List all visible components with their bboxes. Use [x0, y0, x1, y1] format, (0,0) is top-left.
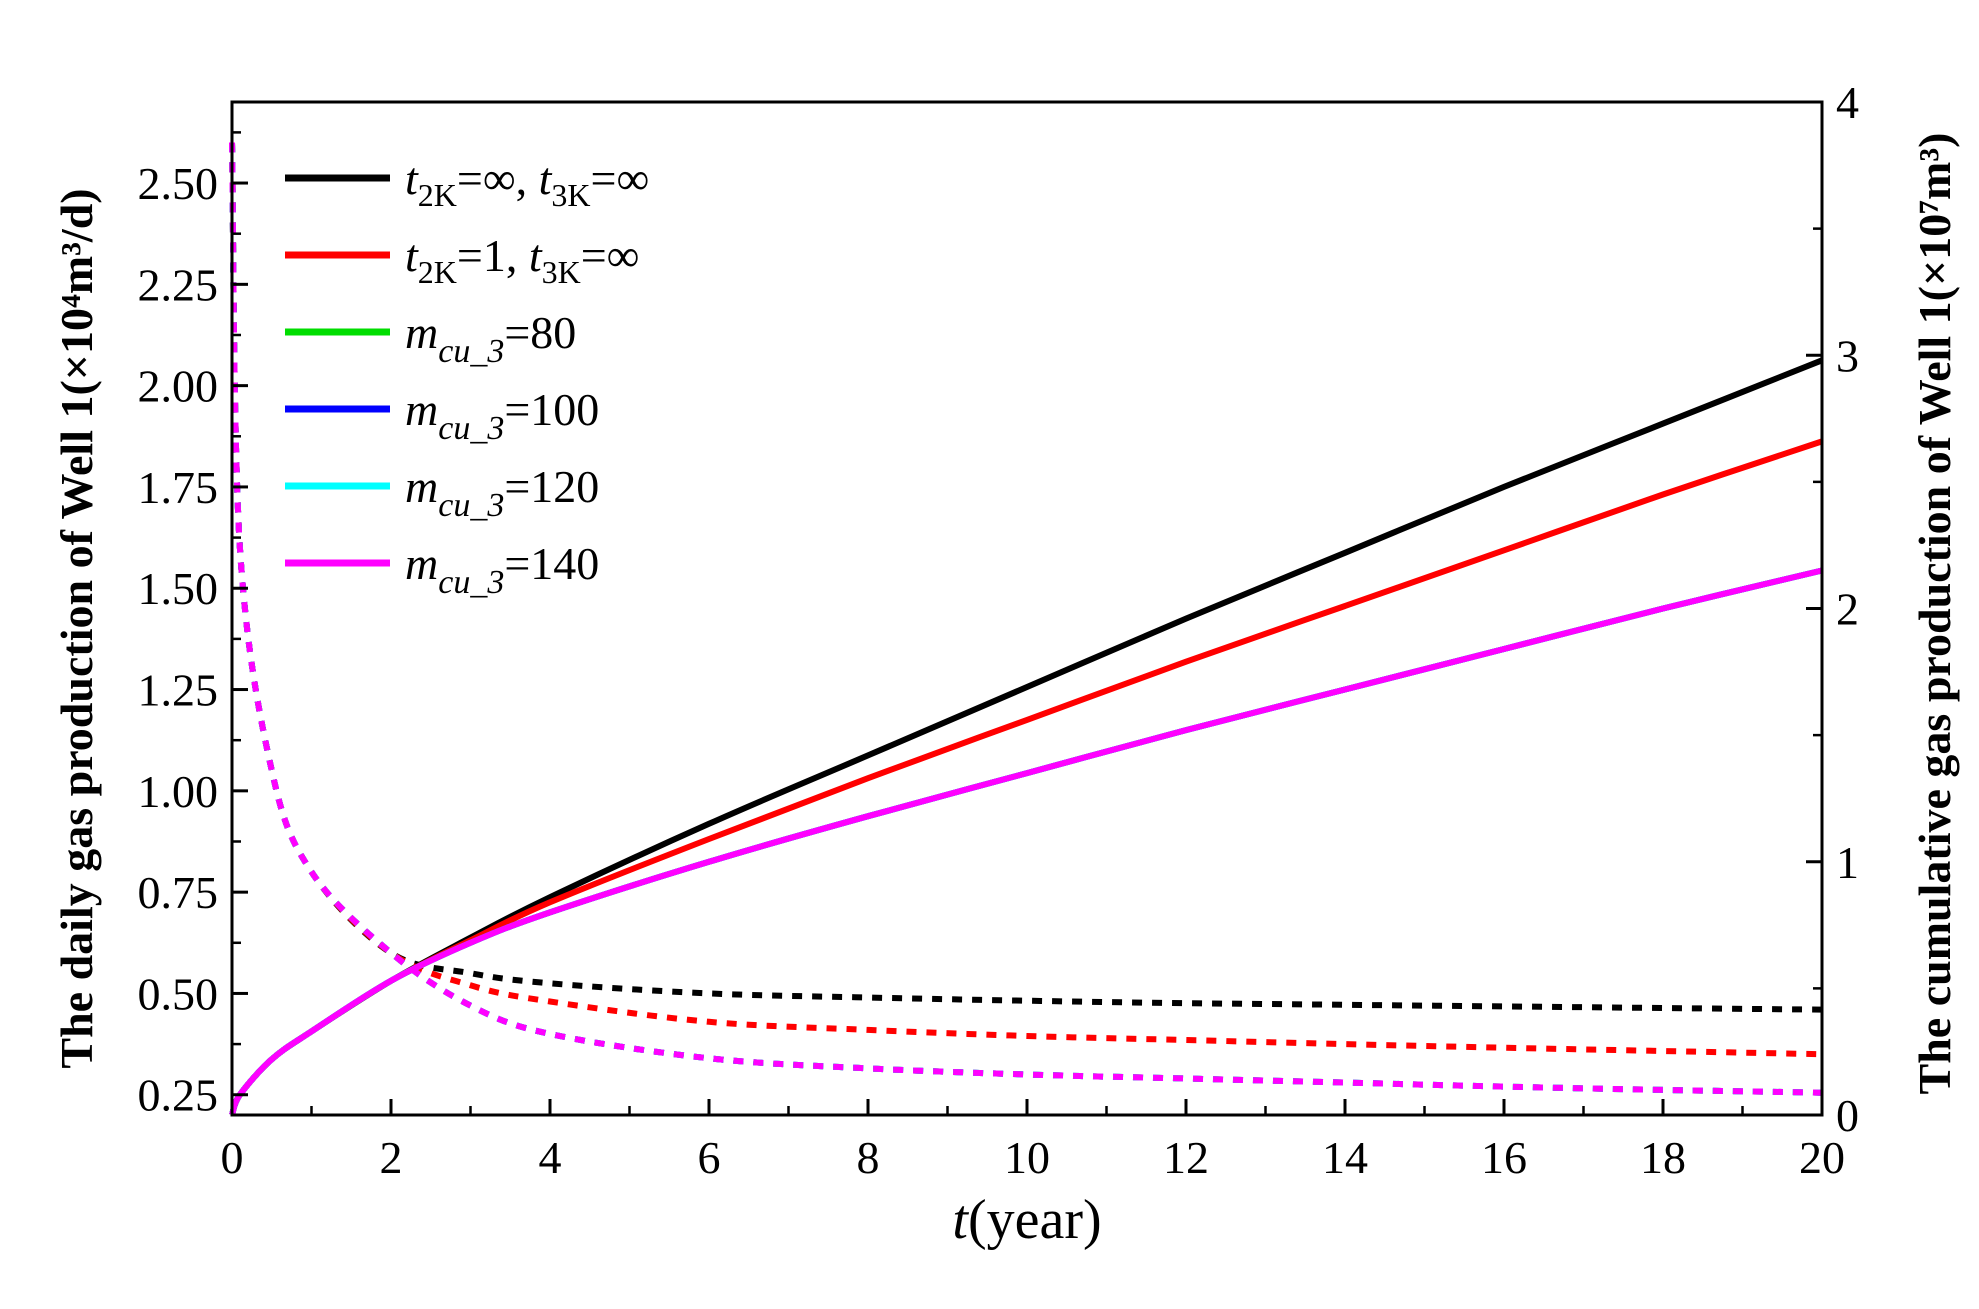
y-right-tick-label: 0: [1836, 1090, 1859, 1141]
x-tick-label: 8: [857, 1132, 880, 1183]
x-tick-label: 20: [1799, 1132, 1845, 1183]
x-tick-label: 0: [221, 1132, 244, 1183]
x-tick-label: 18: [1640, 1132, 1686, 1183]
y-left-tick-label: 1.25: [138, 665, 219, 716]
y-right-axis-title: The cumulative gas production of Well 1(…: [1909, 133, 1960, 1095]
cumulative-series-line: [229, 357, 1824, 1117]
daily-series-line: [229, 142, 1823, 1058]
legend-label: mcu_3=120: [405, 461, 599, 524]
series-lines: [229, 142, 1824, 1117]
x-axis-title-unit: (year): [968, 1189, 1102, 1251]
x-tick-label: 6: [698, 1132, 721, 1183]
x-tick-label: 2: [380, 1132, 403, 1183]
x-tick-label: 14: [1322, 1132, 1368, 1183]
legend-label: mcu_3=100: [405, 384, 599, 447]
daily-series-line: [229, 142, 1823, 1096]
y-left-tick-label: 0.25: [138, 1070, 219, 1121]
daily-series-line: [229, 142, 1823, 1013]
legend-label: t2K=1, t3K=∞: [405, 230, 639, 290]
legend-label: mcu_3=80: [405, 307, 576, 370]
legend-label: t2K=∞, t3K=∞: [405, 153, 649, 213]
y-right-tick-label: 3: [1836, 330, 1859, 381]
y-right-tick-label: 4: [1836, 77, 1859, 128]
axis-ticks: [230, 100, 1824, 1117]
x-axis-title-var: t: [952, 1189, 969, 1251]
y-left-tick-label: 0.75: [138, 867, 219, 918]
x-tick-label: 16: [1481, 1132, 1527, 1183]
x-tick-label: 12: [1163, 1132, 1209, 1183]
legend: t2K=∞, t3K=∞ t2K=1, t3K=∞ mcu_3=80 mcu_3=10…: [285, 153, 649, 601]
y-right-tick-label: 2: [1836, 584, 1859, 635]
x-tick-label: 4: [539, 1132, 562, 1183]
daily-series-line: [229, 142, 1823, 1096]
cumulative-series-line: [229, 567, 1823, 1117]
y-left-tick-label: 0.50: [138, 968, 219, 1019]
legend-label: mcu_3=140: [405, 538, 599, 601]
x-tick-label: 10: [1004, 1132, 1050, 1183]
y-left-tick-label: 2.25: [138, 259, 219, 310]
y-left-tick-label: 1.75: [138, 462, 219, 513]
x-axis-title: t(year): [952, 1189, 1101, 1251]
y-left-tick-label: 1.00: [138, 766, 219, 817]
y-left-tick-label: 2.00: [138, 361, 219, 412]
y-left-axis-title: The daily gas production of Well 1(×10⁴m…: [51, 188, 102, 1068]
cumulative-series-line: [229, 438, 1823, 1117]
y-left-tick-label: 1.50: [138, 563, 219, 614]
y-left-tick-label: 2.50: [138, 158, 219, 209]
daily-series-line: [229, 142, 1823, 1096]
daily-series-line: [229, 142, 1823, 1096]
y-right-tick-label: 1: [1836, 837, 1859, 888]
tick-labels: 0 2 4 6 8 10 12 14 16 18 200.250.500.751.001.251.5…: [138, 77, 1860, 1183]
